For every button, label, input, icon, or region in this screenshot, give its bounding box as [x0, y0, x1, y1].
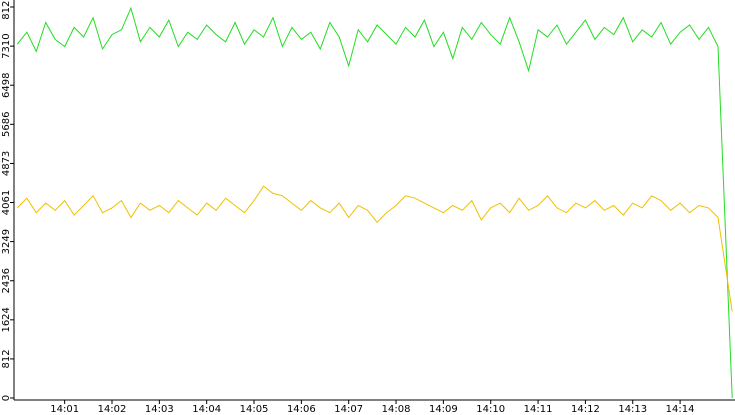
- y-tick-label: 3249: [1, 229, 12, 254]
- x-tick-label: 14:08: [382, 404, 411, 415]
- x-tick-label: 14:03: [145, 404, 174, 415]
- x-tick-label: 14:14: [666, 404, 695, 415]
- x-tick-label: 14:07: [334, 404, 363, 415]
- x-tick-label: 14:10: [476, 404, 505, 415]
- x-tick-label: 14:01: [50, 404, 79, 415]
- y-tick-label: 4873: [1, 151, 12, 176]
- y-tick-label: 1624: [1, 307, 12, 332]
- series-line: [16, 185, 733, 312]
- x-tick-label: 14:09: [429, 404, 458, 415]
- y-tick-label: 6498: [1, 72, 12, 97]
- x-tick-label: 14:11: [524, 404, 553, 415]
- x-tick-label: 14:05: [240, 404, 269, 415]
- x-tick-label: 14:12: [571, 404, 600, 415]
- x-tick-label: 14:04: [192, 404, 221, 415]
- series-line: [16, 6, 733, 399]
- y-tick-label: 8123: [1, 0, 12, 20]
- x-tick-label: 14:06: [287, 404, 316, 415]
- y-tick-label: 0: [1, 395, 12, 401]
- y-tick-label: 7310: [1, 33, 12, 58]
- y-tick-label: 812: [1, 349, 12, 368]
- y-tick-label: 2436: [1, 268, 12, 293]
- x-tick-label: 14:02: [98, 404, 127, 415]
- y-tick-label: 4061: [1, 190, 12, 215]
- x-tick-label: 14:13: [618, 404, 647, 415]
- y-tick-label: 5686: [1, 112, 12, 137]
